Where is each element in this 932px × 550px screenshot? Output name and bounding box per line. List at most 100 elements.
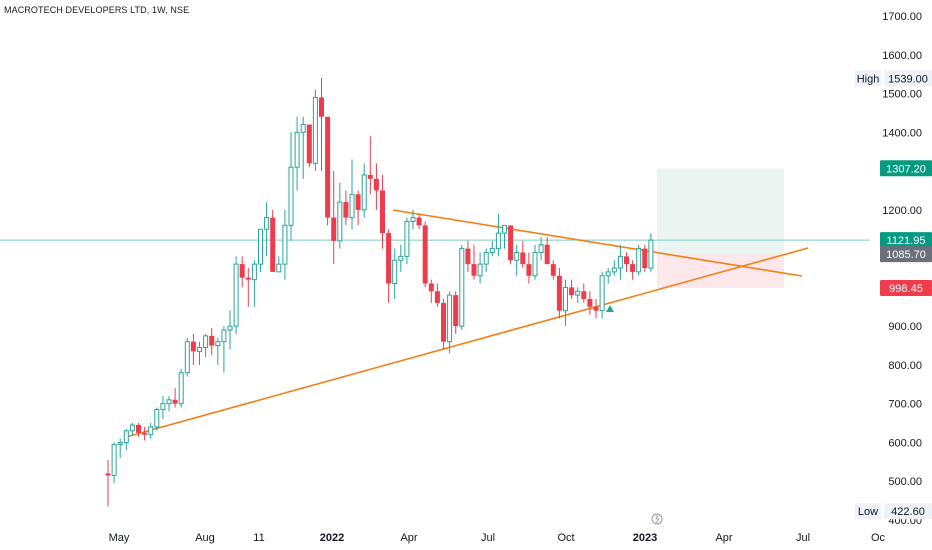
candle[interactable]	[184, 337, 190, 377]
candle[interactable]	[245, 268, 251, 307]
candle[interactable]	[556, 268, 562, 319]
candle[interactable]	[489, 240, 495, 257]
candle[interactable]	[117, 438, 123, 458]
candle[interactable]	[563, 279, 568, 327]
candle[interactable]	[465, 240, 471, 272]
tradingview-icon	[651, 513, 663, 525]
candle[interactable]	[648, 233, 654, 272]
candle[interactable]	[532, 244, 538, 280]
candle[interactable]	[129, 423, 135, 435]
candle[interactable]	[276, 256, 282, 273]
candle[interactable]	[306, 124, 312, 168]
candle[interactable]	[453, 291, 459, 334]
candle[interactable]	[282, 209, 288, 280]
candle[interactable]	[361, 163, 367, 218]
candle[interactable]	[154, 407, 160, 431]
candle[interactable]	[611, 260, 617, 276]
candle[interactable]	[197, 341, 202, 365]
candle[interactable]	[508, 225, 514, 265]
candle[interactable]	[239, 256, 245, 288]
candle[interactable]	[251, 260, 257, 307]
candle[interactable]	[294, 116, 300, 191]
candle[interactable]	[337, 182, 343, 249]
candle[interactable]	[502, 224, 507, 249]
candle[interactable]	[392, 248, 398, 300]
candle[interactable]	[587, 291, 593, 315]
candle[interactable]	[636, 244, 642, 276]
candle[interactable]	[123, 428, 129, 451]
current-price-label: 1121.95	[880, 232, 932, 249]
target-zone	[657, 168, 784, 255]
candle[interactable]	[569, 279, 575, 300]
candle[interactable]	[520, 240, 526, 268]
candle[interactable]	[404, 217, 410, 265]
candle[interactable]	[264, 202, 270, 257]
svg-text:High: High	[857, 73, 880, 85]
candle[interactable]	[605, 268, 611, 284]
candle[interactable]	[544, 236, 550, 265]
candle[interactable]	[172, 388, 178, 408]
candle[interactable]	[428, 279, 434, 303]
candle[interactable]	[148, 423, 154, 439]
time-axis: May Aug 11 2022 Apr Jul Oct 2023 Apr Jul Oc	[109, 532, 886, 544]
candle[interactable]	[447, 291, 453, 354]
svg-text:Low: Low	[858, 506, 878, 518]
candle[interactable]	[550, 260, 556, 280]
candle[interactable]	[190, 333, 196, 365]
candle[interactable]	[434, 283, 440, 307]
candle[interactable]	[477, 252, 483, 284]
candle[interactable]	[441, 299, 446, 350]
candle[interactable]	[343, 190, 349, 226]
candle[interactable]	[483, 248, 489, 272]
candle[interactable]	[227, 310, 233, 350]
candle[interactable]	[514, 244, 520, 276]
candle[interactable]	[319, 78, 324, 172]
candle[interactable]	[312, 89, 318, 172]
candle[interactable]	[367, 136, 373, 195]
candle[interactable]	[624, 252, 629, 272]
candle[interactable]	[233, 256, 239, 334]
candle[interactable]	[630, 260, 636, 280]
candle[interactable]	[373, 163, 379, 210]
candle[interactable]	[215, 337, 221, 365]
candle[interactable]	[422, 221, 428, 288]
candle[interactable]	[581, 283, 587, 303]
buy-signal-icon	[606, 305, 614, 312]
candle[interactable]	[203, 333, 209, 358]
candle[interactable]	[599, 271, 605, 319]
candle[interactable]	[178, 368, 184, 408]
candle[interactable]	[221, 326, 227, 373]
support-trendline[interactable]	[125, 247, 809, 438]
candle[interactable]	[270, 209, 276, 272]
candle[interactable]	[111, 442, 117, 484]
candle[interactable]	[416, 213, 422, 230]
candle[interactable]	[209, 328, 215, 356]
candle[interactable]	[300, 116, 306, 179]
candle[interactable]	[398, 244, 404, 272]
candle[interactable]	[166, 395, 172, 412]
candle[interactable]	[575, 287, 581, 303]
candle[interactable]	[142, 426, 148, 441]
candle[interactable]	[526, 252, 532, 284]
candle[interactable]	[325, 116, 331, 226]
candle[interactable]	[617, 244, 623, 280]
candle[interactable]	[288, 132, 294, 241]
candle[interactable]	[355, 190, 361, 226]
resistance-trendline[interactable]	[392, 209, 803, 277]
candle[interactable]	[593, 299, 599, 319]
candle[interactable]	[349, 159, 355, 230]
candle[interactable]	[136, 423, 141, 437]
candle[interactable]	[386, 229, 392, 303]
candle[interactable]	[642, 244, 648, 272]
candle[interactable]	[495, 213, 501, 257]
candle[interactable]	[538, 236, 544, 261]
candle[interactable]	[105, 459, 111, 507]
candle[interactable]	[459, 244, 465, 331]
candle[interactable]	[258, 228, 263, 272]
candle[interactable]	[380, 174, 385, 249]
candle[interactable]	[410, 209, 416, 230]
candle[interactable]	[471, 244, 477, 280]
candle[interactable]	[331, 171, 337, 265]
candle[interactable]	[160, 395, 166, 420]
